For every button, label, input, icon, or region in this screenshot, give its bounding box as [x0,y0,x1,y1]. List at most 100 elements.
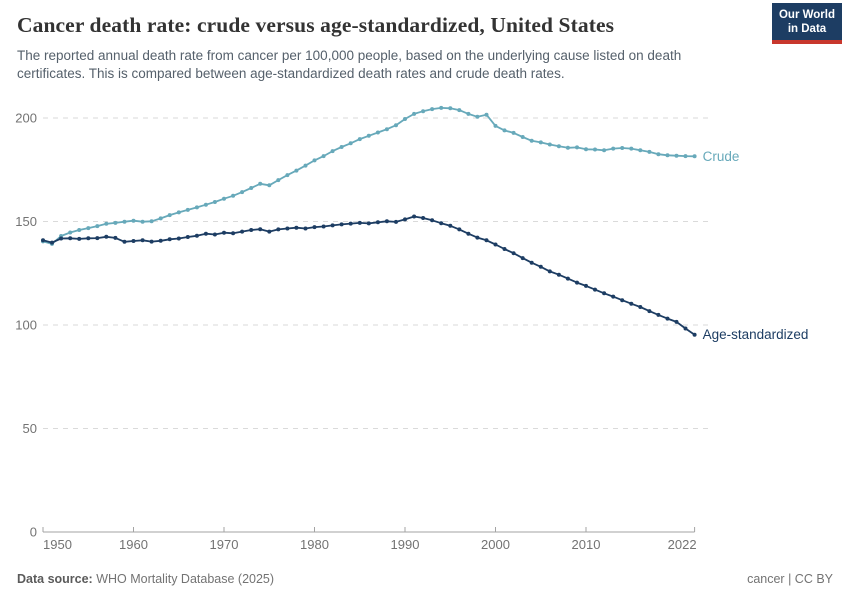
age-standardized-point [421,216,426,220]
crude-point [421,109,426,114]
age-standardized-point [158,238,163,243]
crude-point [565,145,570,150]
age-standardized-point [375,220,380,225]
crude-point [231,193,236,198]
age-standardized-point [50,240,54,245]
age-standardized-point [77,236,82,241]
crude-point [194,205,199,210]
crude-point [584,147,588,152]
crude-point [348,141,353,146]
age-standardized-point [484,238,489,243]
age-standardized-point [620,298,625,303]
crude-point [665,153,670,158]
x-tick-label: 1990 [391,537,420,552]
crude-point [149,219,154,224]
crude-point [113,220,118,225]
y-tick-label: 200 [15,111,37,126]
crude-point [86,226,91,231]
crude-point [403,117,407,121]
age-standardized-point [185,235,190,239]
crude-point [520,135,525,139]
age-standardized-point [240,229,245,234]
crude-point [538,140,543,145]
age-standardized-point [294,225,299,230]
age-standardized-point [167,237,172,242]
age-standardized-point [339,222,344,227]
footer-license[interactable]: cancer | CC BY [747,572,833,586]
age-standardized-point [140,238,145,243]
crude-point [656,152,661,157]
age-standardized-point [41,238,45,243]
crude-point [321,154,326,159]
owid-logo-line2: in Data [787,23,827,35]
age-standardized-point [575,280,579,285]
age-standardized-point [692,332,697,337]
crude-point [394,123,398,128]
crude-point [203,202,208,207]
y-tick-label: 50 [23,421,37,436]
x-tick-label: 2000 [481,537,510,552]
age-standardized-point [321,224,326,229]
age-standardized-point [59,236,64,241]
footer-source-value: WHO Mortality Database (2025) [92,572,275,586]
crude-point [620,146,625,150]
age-standardized-point [222,230,226,235]
x-tick-label: 1980 [300,537,329,552]
crude-point [484,112,489,117]
age-standardized-point [86,236,91,241]
age-standardized-point [212,232,217,237]
age-standardized-point [384,219,389,224]
chart-subtitle: The reported annual death rate from canc… [17,48,682,81]
age-standardized-point [149,239,154,244]
chart-header: Cancer death rate: crude versus age-stan… [17,10,833,83]
owid-logo-line1: Our World [778,9,835,21]
age-standardized-point [194,233,199,238]
crude-point [294,168,299,173]
crude-point [674,153,679,158]
age-standardized-point [529,260,534,265]
crude-point [68,230,73,235]
crude-point [638,148,643,153]
y-tick-label: 100 [15,318,37,333]
crude-point [683,154,688,159]
crude-point [285,173,290,178]
age-standardized-point [348,221,353,226]
crude-point [412,111,417,116]
age-standardized-point [357,220,362,225]
age-standardized-point [131,239,136,243]
series-label-crude[interactable]: Crude [703,149,740,164]
age-standardized-point [611,294,616,299]
age-standardized-point [457,227,462,232]
x-tick-label: 2022 [668,537,697,552]
owid-logo[interactable]: Our World in Data [772,3,842,44]
age-standardized-point [647,309,652,314]
crude-point [647,149,652,154]
crude-point [77,228,82,232]
crude-point [330,149,335,154]
age-standardized-point [303,226,308,231]
crude-point [240,190,245,195]
crude-point [95,224,100,229]
x-tick-label: 1960 [119,537,148,552]
age-standardized-point [565,276,570,281]
crude-point [439,105,444,110]
age-standardized-point [683,326,688,331]
crude-point [430,107,435,112]
age-standardized-point [502,247,507,251]
crude-point [122,219,127,224]
age-standardized-point [629,301,634,306]
age-standardized-point [276,227,281,232]
age-standardized-point [584,283,588,288]
age-standardized-point [267,229,272,234]
age-standardized-point [68,236,73,241]
age-standardized-line [42,215,696,336]
age-standardized-point [231,231,236,236]
crude-point [556,144,561,149]
series-label-age-standardized[interactable]: Age-standardized [703,327,809,342]
age-standardized-point [547,269,552,274]
age-standardized-point [520,256,525,261]
age-standardized-point [430,218,435,223]
age-standardized-point [475,235,480,240]
x-tick-label: 1950 [43,537,72,552]
